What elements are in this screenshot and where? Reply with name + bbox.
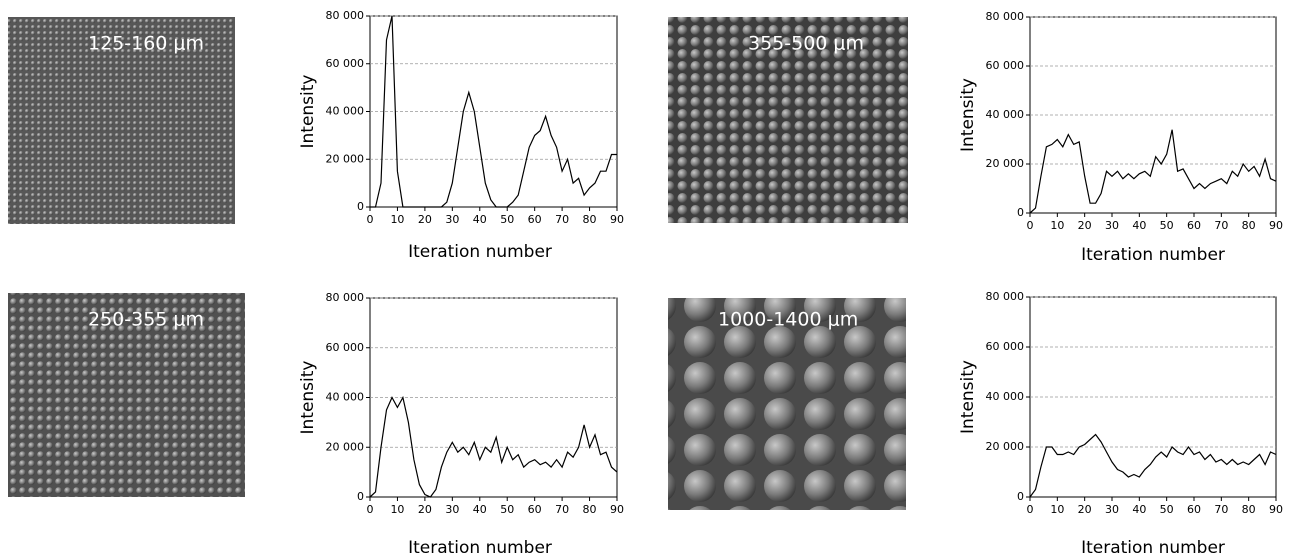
x-tick-label: 60 <box>528 503 542 516</box>
y-tick-label: 40 000 <box>326 105 365 118</box>
y-tick-label: 60 000 <box>326 57 365 70</box>
sem-texture <box>668 17 908 223</box>
y-tick-label: 0 <box>357 490 364 503</box>
image-label: 355-500 μm <box>748 33 864 55</box>
x-tick-label: 0 <box>1027 219 1034 232</box>
x-tick-label: 20 <box>418 213 432 226</box>
image-label: 1000-1400 μm <box>718 309 858 331</box>
y-tick-label: 0 <box>1017 206 1024 219</box>
x-tick-label: 70 <box>555 503 569 516</box>
x-tick-label: 70 <box>555 213 569 226</box>
y-tick-label: 80 000 <box>986 290 1025 303</box>
image-label: 250-355 μm <box>88 309 204 331</box>
data-line <box>370 15 617 208</box>
sem-image: 125-160 μm <box>8 17 235 224</box>
y-tick-label: 40 000 <box>986 390 1025 403</box>
sem-image: 250-355 μm <box>8 293 245 497</box>
y-tick-label: 60 000 <box>986 340 1025 353</box>
y-tick-label: 60 000 <box>986 59 1025 72</box>
x-tick-label: 60 <box>1187 219 1201 232</box>
y-tick-label: 40 000 <box>326 391 365 404</box>
image-label: 125-160 μm <box>88 33 204 55</box>
x-tick-label: 0 <box>367 213 374 226</box>
x-tick-label: 90 <box>1269 219 1283 232</box>
x-tick-label: 80 <box>1242 503 1256 516</box>
x-tick-label: 60 <box>1187 503 1201 516</box>
sem-texture <box>668 298 906 510</box>
x-tick-label: 90 <box>610 213 624 226</box>
y-tick-label: 80 000 <box>986 10 1025 23</box>
y-tick-label: 60 000 <box>326 341 365 354</box>
x-tick-label: 90 <box>610 503 624 516</box>
x-tick-label: 40 <box>473 503 487 516</box>
x-tick-label: 30 <box>1105 503 1119 516</box>
y-axis-label: Intensity <box>958 360 978 434</box>
x-tick-label: 20 <box>418 503 432 516</box>
x-tick-label: 40 <box>1132 503 1146 516</box>
chart: 0 20 000 40 000 60 000 80 000 0 10 20 30 40 50 60 70… <box>958 10 1283 265</box>
chart: 0 20 000 40 000 60 000 80 000 0 10 20 30 40 50 60 70… <box>298 9 624 262</box>
x-tick-label: 0 <box>367 503 374 516</box>
data-line <box>1029 129 1277 214</box>
y-tick-label: 40 000 <box>986 108 1025 121</box>
y-tick-label: 80 000 <box>326 291 365 304</box>
x-tick-label: 50 <box>500 213 514 226</box>
x-tick-label: 10 <box>1050 219 1064 232</box>
sem-texture <box>8 293 245 497</box>
sem-image: 1000-1400 μm <box>668 298 906 510</box>
x-tick-label: 30 <box>1105 219 1119 232</box>
x-tick-label: 70 <box>1214 503 1228 516</box>
x-tick-label: 80 <box>1242 219 1256 232</box>
y-axis-label: Intensity <box>298 75 318 149</box>
x-tick-label: 50 <box>500 503 514 516</box>
x-tick-label: 40 <box>1132 219 1146 232</box>
x-tick-label: 50 <box>1160 219 1174 232</box>
sem-image: 355-500 μm <box>668 17 908 223</box>
chart: 0 20 000 40 000 60 000 80 000 0 10 20 30 40 50 60 70… <box>958 290 1283 558</box>
x-tick-label: 50 <box>1160 503 1174 516</box>
y-tick-label: 20 000 <box>326 152 365 165</box>
x-tick-label: 20 <box>1078 503 1092 516</box>
x-tick-label: 80 <box>583 213 597 226</box>
chart: 0 20 000 40 000 60 000 80 000 0 10 20 30 40 50 60 70… <box>298 291 624 558</box>
x-tick-label: 10 <box>1050 503 1064 516</box>
y-tick-label: 0 <box>357 200 364 213</box>
data-line <box>1029 433 1277 498</box>
y-tick-label: 20 000 <box>986 440 1025 453</box>
y-axis-label: Intensity <box>958 78 978 152</box>
data-line <box>369 395 618 498</box>
x-tick-label: 30 <box>445 213 459 226</box>
x-axis-label: Iteration number <box>1081 245 1225 265</box>
x-tick-label: 90 <box>1269 503 1283 516</box>
y-tick-label: 20 000 <box>326 440 365 453</box>
x-axis-label: Iteration number <box>408 242 552 262</box>
sem-texture <box>8 17 235 224</box>
x-tick-label: 30 <box>445 503 459 516</box>
x-tick-label: 20 <box>1078 219 1092 232</box>
x-tick-label: 80 <box>583 503 597 516</box>
x-tick-label: 10 <box>390 503 404 516</box>
x-tick-label: 0 <box>1027 503 1034 516</box>
x-tick-label: 10 <box>390 213 404 226</box>
y-axis-label: Intensity <box>298 361 318 435</box>
x-tick-label: 60 <box>528 213 542 226</box>
x-tick-label: 70 <box>1214 219 1228 232</box>
x-axis-label: Iteration number <box>1081 538 1225 558</box>
y-tick-label: 20 000 <box>986 157 1025 170</box>
y-tick-label: 0 <box>1017 490 1024 503</box>
y-tick-label: 80 000 <box>326 9 365 22</box>
x-tick-label: 40 <box>473 213 487 226</box>
x-axis-label: Iteration number <box>408 538 552 558</box>
